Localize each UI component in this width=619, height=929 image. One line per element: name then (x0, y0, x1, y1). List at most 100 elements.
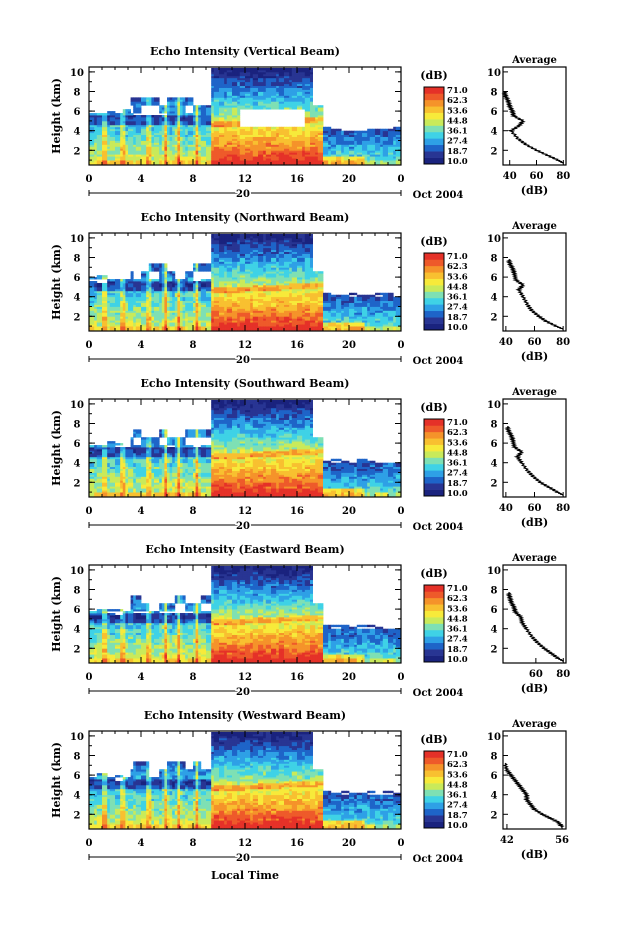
heatmap-cell (146, 97, 149, 99)
heatmap-cell (107, 111, 110, 113)
heatmap-cell (188, 97, 191, 99)
heatmap-cell (99, 113, 102, 115)
heatmap-cell (164, 115, 167, 117)
heatmap-cell (102, 113, 105, 115)
heatmap-cell (196, 105, 199, 107)
heatmap-cell (133, 279, 136, 281)
heatmap-cell (320, 105, 323, 107)
colorbar-tick-label: 44.8 (447, 116, 468, 126)
heatmap-cell (183, 279, 186, 281)
heatmap-cell (123, 109, 126, 111)
heatmap-cell (383, 129, 386, 131)
heatmap-cell (136, 115, 139, 117)
heatmap-cell (157, 263, 160, 265)
y-tick-label: 6 (74, 107, 81, 118)
heatmap-cell (297, 127, 300, 129)
heatmap-cell (159, 115, 162, 117)
heatmap-cell (164, 263, 167, 265)
heatmap-cell (162, 105, 165, 107)
heatmap-cell (370, 129, 373, 131)
heatmap-cell (97, 113, 100, 115)
heatmap-cell (209, 105, 212, 107)
heatmap-cell (110, 279, 113, 281)
heatmap-cell (240, 127, 243, 129)
heatmap-cell (177, 279, 180, 281)
heatmap-cell (396, 127, 399, 129)
panel-2: Echo Intensity (Northward Beam)246810Hei… (50, 211, 570, 367)
heatmap-cell (279, 68, 282, 70)
heatmap-cell (331, 129, 334, 131)
colorbar-tick-label: 62.3 (447, 96, 468, 106)
average-profile-line (504, 92, 564, 164)
x-tick-label: 16 (290, 174, 304, 185)
heatmap-cell (112, 279, 115, 281)
heatmap-cell (144, 97, 147, 99)
heatmap-cell (136, 279, 139, 281)
x-tick-label: 0 (398, 174, 405, 185)
heatmap-cell (131, 97, 134, 99)
heatmap-cell (128, 279, 131, 281)
heatmap-cell (177, 97, 180, 99)
heatmap-cell (198, 105, 201, 107)
heatmap-cell (263, 127, 266, 129)
heatmap-cell (354, 131, 357, 133)
average-y-tick-label: 8 (491, 88, 498, 99)
heatmap-cell (302, 127, 305, 129)
y-axis-label: Height (km) (50, 78, 63, 154)
heatmap-cell (180, 279, 183, 281)
heatmap-cell (141, 115, 144, 117)
heatmap-cell (341, 131, 344, 133)
heatmap-cell (102, 275, 105, 277)
heatmap-cell (352, 131, 355, 133)
heatmap-cell (138, 279, 141, 281)
average-y-tick-label: 10 (487, 68, 501, 79)
heatmap-cell (271, 127, 274, 129)
heatmap-cell (206, 105, 209, 107)
heatmap-cell (128, 109, 131, 111)
heatmap-cell (188, 113, 191, 115)
heatmap-cell (125, 279, 128, 281)
y-tick-label: 10 (70, 68, 84, 79)
heatmap-cell (253, 68, 256, 70)
x-tick-label: 8 (190, 174, 197, 185)
heatmap-cell (138, 115, 141, 117)
colorbar-tick-label: 36.1 (447, 127, 468, 137)
heatmap-cell (250, 127, 253, 129)
heatmap-cell (365, 131, 368, 133)
heatmap-cell (154, 279, 157, 281)
heatmap-cell (175, 279, 178, 281)
heatmap-cell (170, 271, 173, 273)
heatmap-cell (263, 68, 266, 70)
heatmap-cell (162, 115, 165, 117)
colorbar-swatch (424, 158, 444, 165)
x-tick-label: 0 (86, 174, 93, 185)
heatmap-cell (107, 279, 110, 281)
heatmap-cell (300, 127, 303, 129)
heatmap-cell (281, 127, 284, 129)
heatmap-cell (151, 263, 154, 265)
heatmap-cell (115, 279, 118, 281)
heatmap-cell (326, 127, 329, 129)
heatmap-cell (97, 283, 100, 285)
heatmap-cell (144, 271, 147, 273)
heatmap-cell (250, 68, 253, 70)
heatmap-cell (248, 68, 251, 70)
heatmap-cell (167, 271, 170, 273)
colorbar-swatch (424, 132, 444, 139)
heatmap-cells (89, 234, 401, 330)
heatmap-cell (276, 68, 279, 70)
heatmap-cell (170, 97, 173, 99)
heatmap-cell (154, 97, 157, 99)
heatmap-cell (105, 113, 108, 115)
heatmap-cell (294, 127, 297, 129)
heatmap-cell (201, 105, 204, 107)
colorbar-swatch (424, 138, 444, 145)
average-x-tick-label: 40 (503, 171, 517, 182)
heatmap-cell (185, 271, 188, 273)
heatmap-cell (245, 127, 248, 129)
heatmap-cell (151, 97, 154, 99)
heatmap-cell (154, 115, 157, 117)
heatmap-cell (120, 113, 123, 115)
heatmap-cell (115, 113, 118, 115)
